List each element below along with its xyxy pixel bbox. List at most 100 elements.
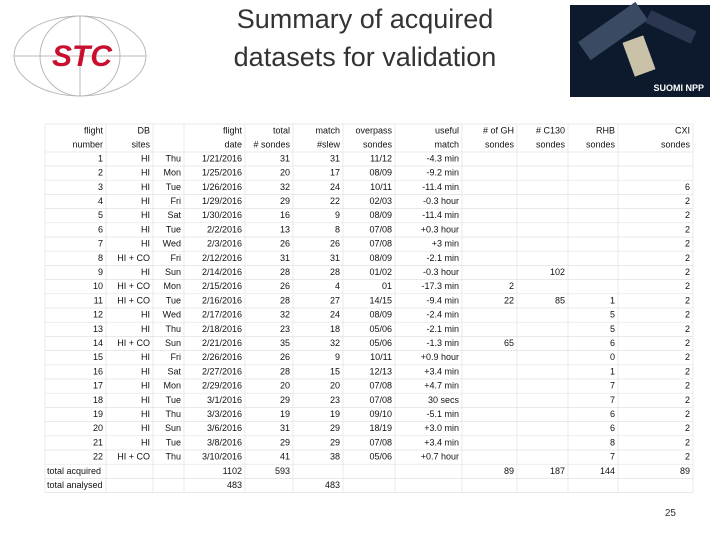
- table-cell: 7: [610, 452, 615, 462]
- table-cell: HI: [141, 224, 150, 234]
- table-cell: 17: [330, 168, 340, 178]
- table-cell: 08/09: [369, 253, 392, 263]
- table-cell: -9.4 min: [426, 295, 459, 305]
- table-cell: 2: [685, 196, 690, 206]
- total-label: total analysed: [47, 480, 103, 490]
- table-cell: Thu: [165, 409, 181, 419]
- table-cell: HI + CO: [117, 253, 150, 263]
- table-cell: 2: [685, 409, 690, 419]
- total-label: total acquired: [47, 466, 101, 476]
- table-cell: 24: [330, 310, 340, 320]
- column-header: CXI: [675, 125, 690, 135]
- table-cell: 12: [93, 310, 103, 320]
- table-cell: 65: [504, 338, 514, 348]
- table-cell: 5: [610, 310, 615, 320]
- table-cell: 29: [280, 196, 290, 206]
- table-cell: 32: [280, 182, 290, 192]
- table-cell: 2/26/2016: [202, 352, 242, 362]
- table-cell: HI + CO: [117, 295, 150, 305]
- table-cell: Tue: [166, 182, 181, 192]
- table-cell: 29: [280, 395, 290, 405]
- table-cell: HI: [141, 239, 150, 249]
- table-cell: +3.4 min: [424, 437, 459, 447]
- table-cell: HI: [141, 210, 150, 220]
- table-cell: 2/15/2016: [202, 281, 242, 291]
- table-cell: 31: [280, 253, 290, 263]
- table-cell: Tue: [166, 224, 181, 234]
- table-cell: 2: [685, 366, 690, 376]
- table-cell: 1: [610, 295, 615, 305]
- table-cell: +3.0 min: [424, 423, 459, 433]
- table-cell: 2: [685, 210, 690, 220]
- table-cell: Sat: [167, 210, 181, 220]
- table-cell: 10/11: [370, 352, 392, 362]
- page-number: 25: [665, 508, 677, 519]
- table-cell: 4: [98, 196, 103, 206]
- table-cell: 14/15: [369, 295, 392, 305]
- table-cell: 2: [685, 267, 690, 277]
- table-cell: -11.4 min: [422, 210, 459, 220]
- total-cell: 1102: [223, 466, 242, 476]
- table-cell: 07/08: [369, 395, 392, 405]
- table-cell: -0.3 hour: [423, 267, 459, 277]
- table-cell: 35: [280, 338, 290, 348]
- column-header: sondes: [536, 139, 566, 149]
- table-cell: 2: [685, 437, 690, 447]
- column-header: # C130: [536, 125, 565, 135]
- column-header: useful: [435, 125, 459, 135]
- total-cell: 89: [504, 466, 514, 476]
- table-cell: HI: [141, 196, 150, 206]
- table-cell: 07/08: [369, 239, 392, 249]
- table-cell: 20: [280, 381, 290, 391]
- total-cell: 89: [680, 466, 690, 476]
- column-header: flight: [223, 125, 243, 135]
- table-cell: Thu: [165, 452, 181, 462]
- column-header: match: [315, 125, 340, 135]
- logo: STC: [13, 15, 147, 97]
- column-header: flight: [84, 125, 104, 135]
- table-cell: 29: [280, 437, 290, 447]
- column-header: total: [273, 125, 290, 135]
- table-cell: 1/26/2016: [202, 182, 242, 192]
- table-cell: -5.1 min: [426, 409, 459, 419]
- table-cell: 3/1/2016: [207, 395, 242, 405]
- table-cell: 22: [93, 452, 103, 462]
- total-cell: 483: [325, 480, 340, 490]
- table-cell: 8: [610, 437, 615, 447]
- table-cell: 1: [610, 366, 615, 376]
- table-cell: 31: [330, 153, 340, 163]
- table-cell: 22: [330, 196, 340, 206]
- table-cell: 19: [93, 409, 103, 419]
- table-cell: 16: [280, 210, 290, 220]
- table-cell: Mon: [163, 381, 181, 391]
- table-cell: Sun: [165, 267, 181, 277]
- table-cell: +4.7 min: [424, 381, 459, 391]
- table-cell: Fri: [171, 253, 182, 263]
- table-cell: HI: [141, 182, 150, 192]
- table-cell: 7: [610, 381, 615, 391]
- column-header: number: [72, 139, 103, 149]
- table-cell: -2.1 min: [426, 253, 459, 263]
- table-cell: 29: [330, 423, 340, 433]
- table-cell: Sat: [167, 366, 181, 376]
- table-cell: -4.3 min: [426, 153, 459, 163]
- table-cell: 07/08: [369, 381, 392, 391]
- total-cell: 593: [275, 466, 290, 476]
- table-cell: -1.3 min: [426, 338, 459, 348]
- title-line: datasets for validation: [234, 42, 497, 72]
- table-cell: HI: [141, 381, 150, 391]
- total-cell: 187: [550, 466, 565, 476]
- table-cell: 6: [98, 224, 103, 234]
- table-cell: Sun: [165, 338, 181, 348]
- table-cell: 18/19: [369, 423, 392, 433]
- title-line: Summary of acquired: [237, 4, 494, 34]
- column-header: #slew: [317, 139, 341, 149]
- table-cell: 9: [335, 210, 340, 220]
- table-cell: 21: [93, 437, 103, 447]
- table-cell: 7: [98, 239, 103, 249]
- table-cell: 05/06: [369, 452, 392, 462]
- table-cell: 28: [280, 295, 290, 305]
- column-header: sondes: [485, 139, 515, 149]
- table-cell: 32: [280, 310, 290, 320]
- table-cell: 7: [610, 395, 615, 405]
